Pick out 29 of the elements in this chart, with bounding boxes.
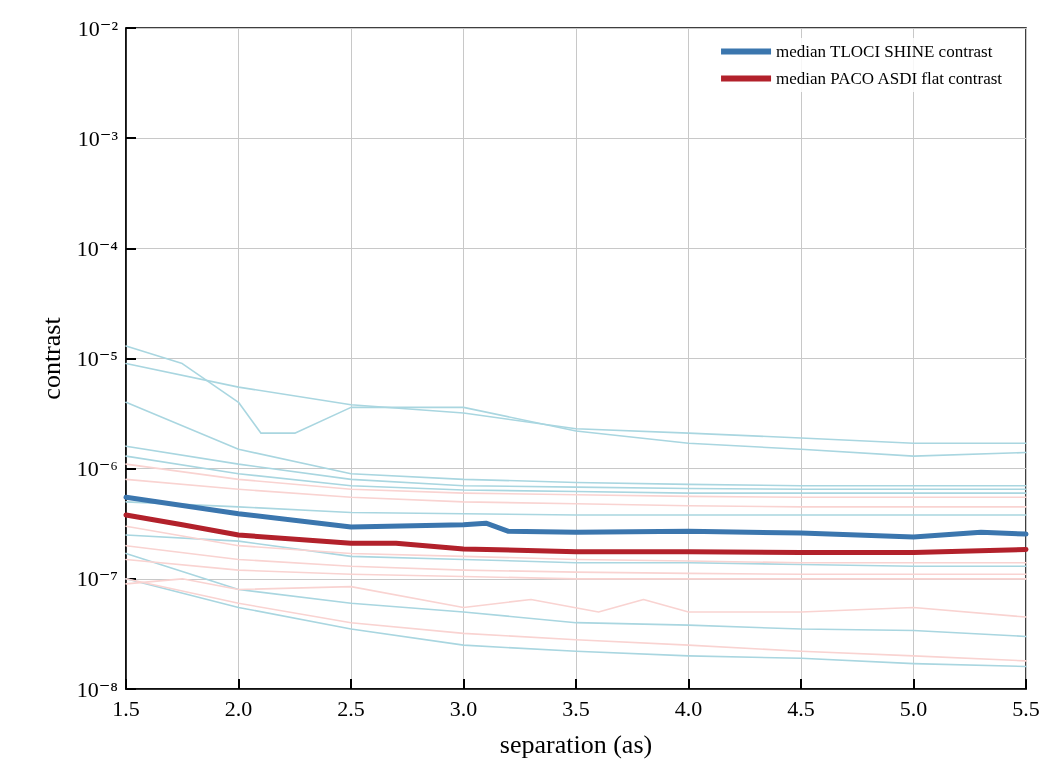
- y-tick-label: 10⁻⁵: [76, 346, 118, 371]
- line-series: [125, 552, 1027, 638]
- x-tick-label: 5.5: [1012, 695, 1040, 721]
- line-series: [125, 501, 1027, 516]
- y-tick-label: 10⁻⁴: [76, 235, 119, 261]
- y-tick-label: 10⁻⁶: [76, 456, 118, 482]
- line-series: [125, 534, 1027, 568]
- line-series: [125, 463, 1027, 499]
- x-tick-label: 4.0: [674, 695, 703, 721]
- x-axis-title: separation (as): [499, 729, 653, 759]
- x-tick-label: 2.5: [337, 695, 365, 721]
- x-tick-label: 4.5: [787, 695, 815, 721]
- y-tick-label: 10⁻²: [77, 15, 119, 41]
- line-series: [125, 478, 1027, 508]
- line-series: [125, 525, 1027, 564]
- line-series: [125, 558, 1027, 580]
- x-tick-label: 3.0: [449, 695, 478, 721]
- x-tick-label: 2.0: [224, 695, 253, 721]
- legend-label: median TLOCI SHINE contrast: [776, 42, 993, 61]
- x-tick-label: 5.0: [899, 695, 928, 721]
- line-series: [125, 455, 1027, 494]
- legend-label: median PACO ASDI flat contrast: [776, 69, 1003, 88]
- y-tick-label: 10⁻³: [77, 125, 119, 151]
- line-series: [125, 345, 1027, 457]
- line-series: [125, 401, 1027, 487]
- y-tick-label: 10⁻⁷: [76, 566, 118, 592]
- y-axis-title: contrast: [36, 316, 66, 400]
- x-tick-label: 3.5: [562, 695, 590, 721]
- line-series: [125, 544, 1027, 576]
